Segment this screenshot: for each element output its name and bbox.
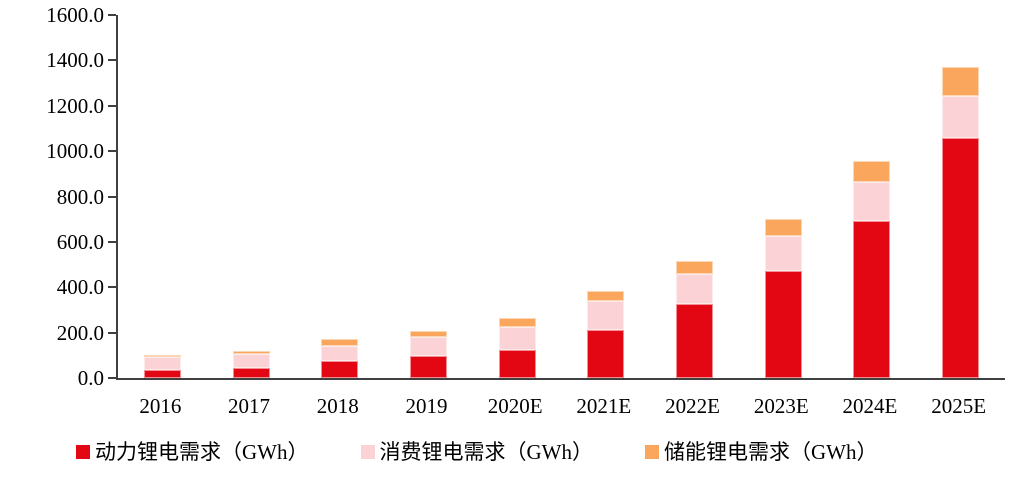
bar-segment [853,160,891,183]
legend-swatch-icon [645,445,659,459]
legend-label: 储能锂电需求（GWh） [664,440,878,464]
bar-group-2025E [942,15,980,378]
bar-segment [676,303,714,378]
legend-label: 消费锂电需求（GWh） [379,440,594,464]
y-axis-tick-label: 1400.0 [46,48,104,73]
y-axis-tick-mark [108,240,116,243]
bar-segment [942,138,980,378]
legend-swatch-icon [360,445,375,459]
legend: 动力锂电需求（GWh） 消费锂电需求（GWh） 储能锂电需求（GWh） [76,438,1006,466]
bar-segment [587,329,625,378]
y-axis-tick-label: 600.0 [56,229,104,254]
bar-segment [676,273,714,304]
x-axis-label: 2025E [931,394,987,418]
bar-segment [498,349,536,378]
bar-segment [498,318,536,328]
y-axis-tick-label: 200.0 [56,320,104,345]
x-axis-label: 2018 [316,394,359,418]
bar-group-2022E [676,15,714,378]
x-axis-label: 2024E [842,394,898,418]
bar-segment [764,236,802,271]
bar-group-2024E [853,15,891,378]
y-axis-tick-mark [108,59,116,62]
y-axis-tick-mark [108,150,116,153]
y-axis-tick-mark [108,195,116,198]
bar-segment [764,219,802,236]
bar-group-2021E [587,15,625,378]
bar-segment [232,353,270,369]
bar-segment [143,370,181,378]
bar-segment [498,327,536,350]
y-axis-tick-label: 400.0 [56,275,104,300]
y-axis-tick-label: 1600.0 [46,3,104,27]
bar-segment [143,357,181,371]
y-axis-tick-mark [108,104,116,107]
y-axis-tick-label: 800.0 [56,184,104,209]
bar-segment [853,182,891,222]
bar-segment [409,337,447,357]
bar-segment [587,301,625,330]
bar-segment [764,270,802,378]
y-axis-tick-mark [108,377,116,379]
bar-segment [942,95,980,139]
bar-group-2016 [143,15,181,378]
x-axis-label: 2017 [228,394,271,418]
y-axis-tick-label: 1200.0 [46,93,104,118]
bar-segment [232,368,270,378]
legend-item: 消费锂电需求（GWh） [360,438,594,466]
bar-segment [321,361,359,378]
y-axis-tick-label: 1000.0 [46,139,104,164]
bar-group-2018 [321,15,359,378]
x-axis-label: 2021E [576,394,632,418]
bar-segment [321,345,359,362]
plot-area [116,15,1005,380]
bar-segment [232,351,270,354]
x-axis-label: 2022E [665,394,720,418]
bar-segment [143,355,181,358]
x-axis-label: 2016 [139,394,182,418]
bar-segment [409,331,447,338]
legend-label: 动力锂电需求（GWh） [95,440,309,464]
bar-segment [853,221,891,378]
bar-segment [409,356,447,378]
legend-item: 储能锂电需求（GWh） [645,438,878,466]
bar-segment [587,290,625,302]
y-axis-tick-mark [108,14,116,16]
bar-segment [321,339,359,346]
x-axis-label: 2023E [753,394,809,418]
y-axis-tick-label: 0.0 [77,366,104,390]
bar-group-2020E [498,15,536,378]
bar-group-2019 [409,15,447,378]
y-axis-tick-mark [108,286,116,289]
bar-segment [676,261,714,274]
legend-item: 动力锂电需求（GWh） [76,438,309,466]
legend-swatch-icon [76,445,90,459]
bar-segment [942,66,980,96]
bar-group-2023E [764,15,802,378]
y-axis-tick-mark [108,331,116,334]
bar-group-2017 [232,15,270,378]
x-axis-label: 2020E [487,394,543,418]
x-axis-label: 2019 [405,394,448,418]
